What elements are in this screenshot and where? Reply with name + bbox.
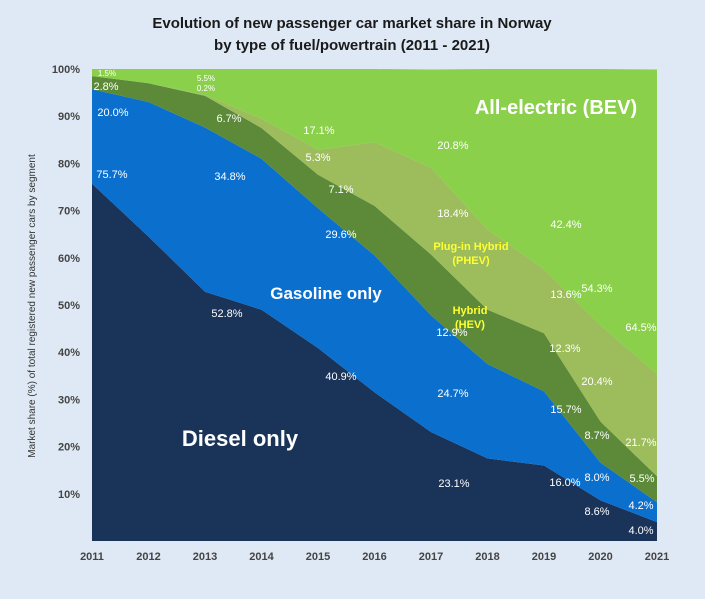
y-tick-label: 90% [58, 111, 80, 123]
data-label-diesel: 8.6% [584, 506, 609, 518]
y-tick-label: 100% [52, 64, 80, 76]
x-tick-label: 2018 [475, 551, 499, 563]
y-ticks: 10% 20% 30% 40% 50% 60% 70% 80% 90% 100% [52, 64, 80, 501]
area-diesel-only [92, 183, 657, 541]
y-tick-label: 30% [58, 394, 80, 406]
area-hybrid-hev [92, 76, 657, 503]
data-labels: 75.7% 52.8% 40.9% 23.1% 16.0% 8.6% 4.0% 20.0% 34… [93, 69, 656, 537]
data-label-diesel: 75.7% [96, 169, 127, 181]
data-label-gasoline: 15.7% [550, 404, 581, 416]
data-label-gasoline: 8.0% [584, 472, 609, 484]
data-label-bev: 42.4% [550, 219, 581, 231]
data-label-diesel: 4.0% [628, 525, 653, 537]
data-label-gasoline: 29.6% [325, 229, 356, 241]
y-tick-label: 40% [58, 347, 80, 359]
data-label-bev: 17.1% [303, 125, 334, 137]
area-all-electric-bev [92, 69, 657, 374]
x-tick-label: 2012 [136, 551, 160, 563]
data-label-phev: 5.3% [305, 152, 330, 164]
x-tick-label: 2020 [588, 551, 612, 563]
data-label-diesel: 40.9% [325, 371, 356, 383]
area-gasoline-only [92, 89, 657, 523]
y-axis-label: Market share (%) of total registered new… [27, 154, 38, 458]
y-tick-label: 80% [58, 158, 80, 170]
data-label-phev: 13.6% [550, 289, 581, 301]
data-label-gasoline: 24.7% [437, 388, 468, 400]
area-layers [92, 69, 657, 541]
x-tick-label: 2016 [362, 551, 386, 563]
data-label-hybrid: 12.3% [549, 343, 580, 355]
data-label-hybrid: 2.8% [93, 81, 118, 93]
data-label-bev: 64.5% [625, 322, 656, 334]
data-label-bev: 20.8% [437, 140, 468, 152]
x-tick-label: 2013 [193, 551, 217, 563]
data-label-gasoline: 34.8% [214, 171, 245, 183]
data-label-bev: 5.5% [197, 74, 215, 83]
x-tick-label: 2021 [645, 551, 669, 563]
x-tick-label: 2014 [249, 551, 274, 563]
y-tick-label: 60% [58, 253, 80, 265]
chart-title: Evolution of new passenger car market sh… [152, 15, 552, 32]
data-label-bev: 1.5% [98, 69, 116, 78]
data-label-diesel: 23.1% [438, 478, 469, 490]
data-label-hybrid: 6.7% [216, 113, 241, 125]
x-ticks: 2011 2012 2013 2014 2015 2016 2017 2018 2019 2020… [80, 551, 669, 563]
data-label-phev: 0.2% [197, 84, 215, 93]
y-tick-label: 20% [58, 442, 80, 454]
data-label-gasoline: 4.2% [628, 500, 653, 512]
y-tick-label: 10% [58, 489, 80, 501]
region-label-diesel: Diesel only [182, 426, 299, 451]
x-tick-label: 2019 [532, 551, 556, 563]
region-label-phev: Plug-in Hybrid [433, 241, 508, 253]
x-tick-label: 2015 [306, 551, 330, 563]
x-tick-label: 2011 [80, 551, 104, 563]
area-plug-in-hybrid-phev [92, 76, 657, 477]
data-label-hybrid: 7.1% [328, 184, 353, 196]
data-label-phev: 18.4% [437, 208, 468, 220]
data-label-phev: 20.4% [581, 376, 612, 388]
data-label-hybrid: 8.7% [584, 430, 609, 442]
chart-subtitle: by type of fuel/powertrain (2011 - 2021) [214, 37, 490, 54]
data-label-hybrid: 12.9% [436, 327, 467, 339]
data-label-diesel: 16.0% [549, 477, 580, 489]
region-label-gasoline: Gasoline only [270, 284, 382, 303]
data-label-phev: 21.7% [625, 437, 656, 449]
data-label-diesel: 52.8% [211, 308, 242, 320]
data-label-bev: 54.3% [581, 283, 612, 295]
region-label-hev: (HEV) [455, 319, 485, 331]
region-label-hev: Hybrid [453, 305, 488, 317]
data-label-gasoline: 20.0% [97, 107, 128, 119]
y-tick-label: 50% [58, 300, 80, 312]
x-tick-label: 2017 [419, 551, 443, 563]
data-label-hybrid: 5.5% [629, 473, 654, 485]
region-label-phev: (PHEV) [452, 255, 490, 267]
region-label-bev: All-electric (BEV) [475, 97, 637, 119]
y-tick-label: 70% [58, 206, 80, 218]
